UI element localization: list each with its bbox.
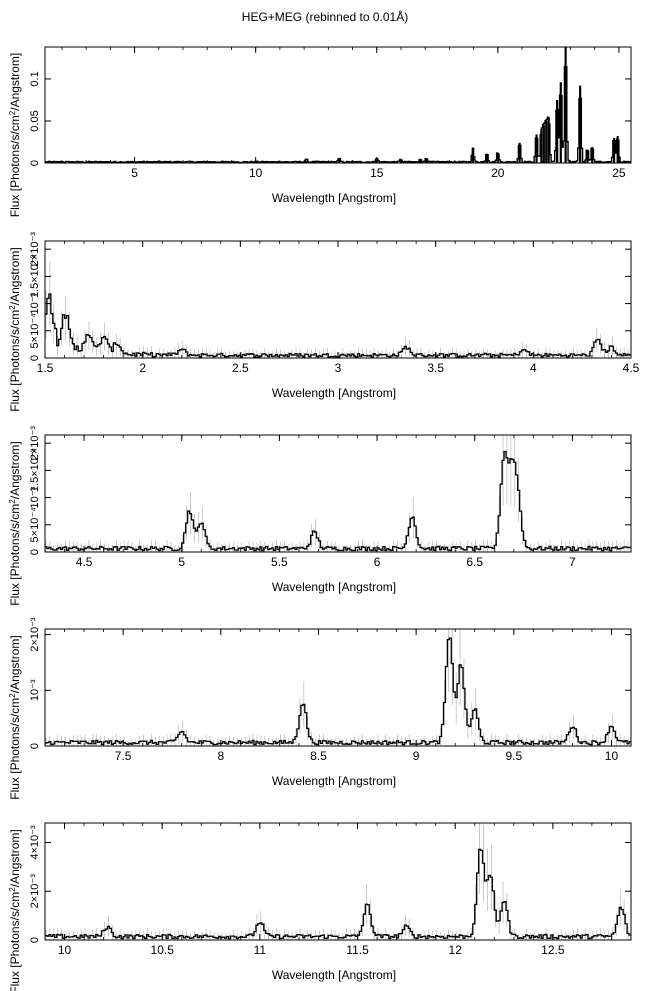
x-tick-label: 10 [58, 943, 72, 957]
y-tick-label: 0 [29, 549, 41, 555]
spectrum-line [45, 848, 631, 940]
x-tick-label: 10 [249, 166, 263, 180]
y-tick-label: 10⁻³ [29, 292, 41, 314]
x-tick-label: 5.5 [271, 555, 288, 569]
y-axis-label-post: /Angstrom] [8, 829, 22, 887]
x-tick-label: 11 [254, 943, 267, 957]
x-tick-label: 2.5 [232, 361, 249, 375]
x-tick-label: 3.5 [427, 361, 444, 375]
panel-2: 1.5 2 2.5 3 3.5 4 4.5 0 5×10⁻⁴10⁻³1.5×10⁻³2×10⁻³… [8, 232, 640, 412]
spectrum-line [45, 293, 631, 358]
y-tick-label: 0.05 [29, 110, 41, 131]
plot-frame [44, 434, 632, 553]
y-tick-label: 2×10⁻³ [29, 617, 41, 652]
y-axis-label-post: /Angstrom] [8, 247, 22, 305]
y-axis-label-sup: 2 [8, 887, 17, 892]
x-tick-label: 4 [530, 361, 537, 375]
x-tick-label: 10.5 [151, 943, 175, 957]
y-axis-label-pre: Flux [Photons/s/cm [8, 698, 22, 800]
y-tick-label: 10⁻³ [29, 679, 41, 701]
y-axis-label: Flux [Photons/s/cm2/Angstrom] [8, 247, 23, 412]
y-axis-label-post: /Angstrom] [8, 53, 22, 111]
x-tick-label: 5 [131, 166, 138, 180]
x-tick-label: 8 [217, 749, 224, 763]
x-tick-label: 2 [139, 361, 146, 375]
y-tick-label: 5×10⁻⁴ [29, 313, 41, 349]
y-tick-label: 1.5×10⁻³ [29, 254, 41, 298]
y-axis-label: Flux [Photons/s/cm2/Angstrom] [8, 441, 23, 606]
spectrum-line [45, 450, 631, 552]
x-axis-label: Wavelength [Angstrom] [272, 774, 396, 788]
spectrum-line [45, 637, 631, 746]
x-axis-label: Wavelength [Angstrom] [272, 968, 396, 982]
y-tick-label: 10⁻³ [29, 486, 41, 508]
y-axis-label-sup: 2 [8, 499, 17, 504]
y-axis-label: Flux [Photons/s/cm2/Angstrom] [8, 53, 23, 218]
x-tick-label: 25 [612, 166, 626, 180]
y-tick-label: 0.1 [29, 71, 41, 86]
plot-frame [44, 46, 632, 164]
chart-title: HEG+MEG (rebinned to 0.01Å) [241, 10, 409, 24]
y-tick-label: 0 [29, 355, 41, 361]
y-axis-label-pre: Flux [Photons/s/cm [8, 310, 22, 412]
x-tick-label: 7 [569, 555, 576, 569]
panel-1: 5 10 15 20 25 0 0.05 0.1 Wavelength [Angstrom] Fl… [8, 46, 632, 218]
x-tick-label: 4.5 [76, 555, 93, 569]
spectrum-line [45, 65, 631, 164]
y-axis-label-pre: Flux [Photons/s/cm [8, 115, 22, 217]
y-tick-label: 2×10⁻³ [29, 232, 41, 267]
x-tick-label: 12.5 [541, 943, 565, 957]
y-tick-label: 1.5×10⁻³ [29, 448, 41, 492]
x-axis-label: Wavelength [Angstrom] [272, 191, 396, 205]
panel-4: 7.5 8 8.5 9 9.5 10 0 10⁻³ 2×10⁻³ Wavelength [Angs… [8, 617, 632, 800]
panel-3: 4.5 5 5.5 6 6.5 7 0 5×10⁻⁴10⁻³1.5×10⁻³2×10⁻³ Wav… [8, 426, 632, 606]
y-axis-label-pre: Flux [Photons/s/cm [8, 504, 22, 606]
x-tick-label: 7.5 [115, 749, 132, 763]
y-tick-label: 5×10⁻⁴ [29, 507, 41, 543]
x-tick-label: 9.5 [505, 749, 522, 763]
y-axis-label-post: /Angstrom] [8, 635, 22, 693]
x-tick-label: 6.5 [466, 555, 483, 569]
x-tick-label: 6 [374, 555, 381, 569]
y-tick-label: 2×10⁻³ [29, 426, 41, 461]
y-axis-label: Flux [Photons/s/cm2/Angstrom] [8, 635, 23, 800]
y-tick-label: 0 [29, 937, 41, 943]
x-tick-label: 11.5 [346, 943, 369, 957]
y-axis-label-post: /Angstrom] [8, 441, 22, 499]
plot-frame [44, 628, 632, 747]
x-tick-label: 8.5 [310, 749, 327, 763]
x-tick-label: 4.5 [623, 361, 640, 375]
x-tick-label: 20 [491, 166, 505, 180]
panel-5: 10 10.5 11 11.5 12 12.5 0 2×10⁻³ 4×10⁻³ Wavelengt… [8, 822, 632, 991]
y-axis-label-sup: 2 [8, 110, 17, 115]
y-tick-label: 0 [29, 743, 41, 749]
x-tick-label: 5 [178, 555, 185, 569]
x-axis-label: Wavelength [Angstrom] [272, 386, 396, 400]
plot-frame [44, 240, 632, 359]
y-axis-label-sup: 2 [8, 693, 17, 698]
x-tick-label: 1.5 [37, 361, 54, 375]
x-tick-label: 9 [413, 749, 420, 763]
x-tick-label: 12 [449, 943, 463, 957]
x-tick-label: 3 [335, 361, 342, 375]
x-axis-label: Wavelength [Angstrom] [272, 580, 396, 594]
x-tick-label: 15 [370, 166, 384, 180]
y-axis-label-sup: 2 [8, 305, 17, 310]
y-tick-label: 4×10⁻³ [29, 825, 41, 860]
y-tick-label: 2×10⁻³ [29, 874, 41, 909]
y-axis-label-pre: Flux [Photons/s/cm [8, 892, 22, 991]
plot-frame [44, 822, 632, 941]
y-tick-label: 0 [29, 160, 41, 166]
y-axis-label: Flux [Photons/s/cm2/Angstrom] [8, 829, 23, 991]
x-tick-label: 10 [605, 749, 619, 763]
